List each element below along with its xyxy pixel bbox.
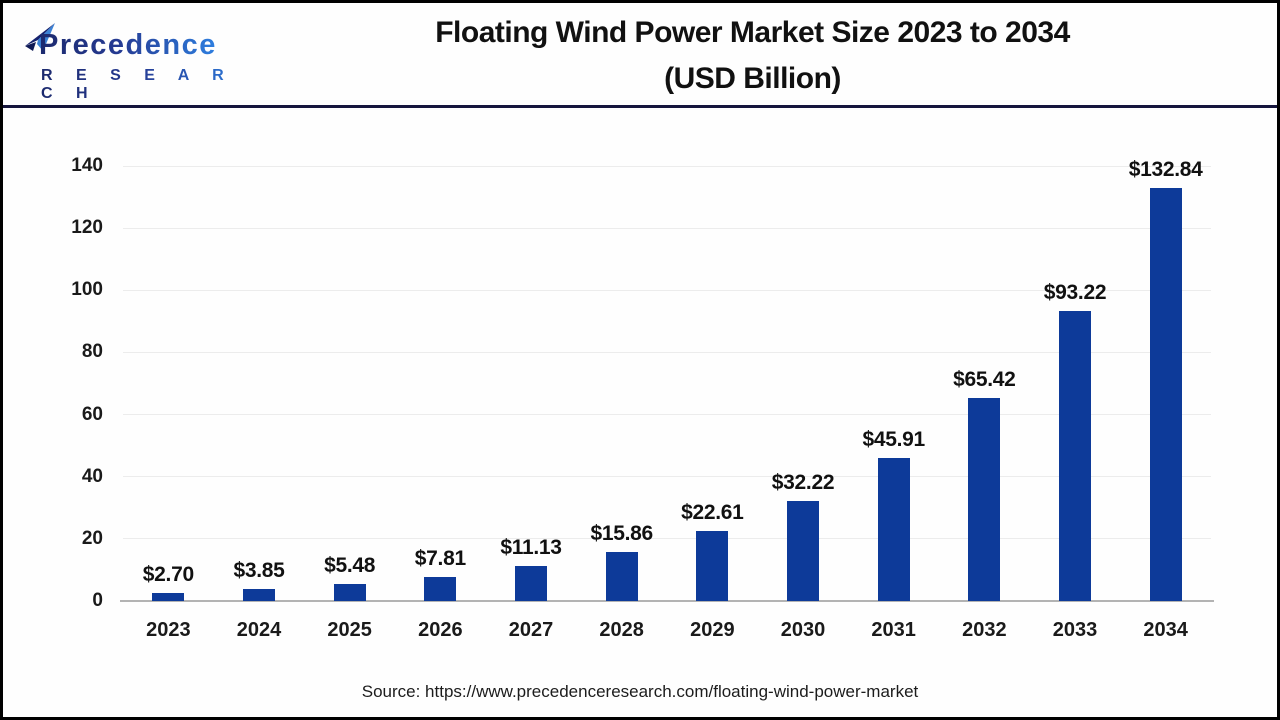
source-attribution: Source: https://www.precedenceresearch.c…: [361, 682, 919, 701]
bar-2025: [333, 583, 366, 601]
value-label-2032: $65.42: [953, 367, 1016, 391]
x-axis-label-2024: 2024: [236, 619, 282, 641]
value-label-2028: $15.86: [590, 521, 653, 545]
logo-wordmark: Precedence: [39, 29, 217, 61]
x-axis-label-2028: 2028: [599, 619, 644, 641]
y-axis-tick-label: 60: [81, 403, 103, 425]
y-gridline: [123, 227, 1211, 229]
bar-2028: [605, 551, 638, 601]
y-axis-tick-label: 120: [71, 217, 103, 239]
x-axis-label-2031: 2031: [871, 619, 916, 641]
y-axis-tick-label: 100: [71, 279, 103, 301]
chart-title-line1: Floating Wind Power Market Size 2023 to …: [435, 16, 1070, 49]
bar-2030: [787, 500, 819, 601]
y-axis-tick-label: 40: [81, 465, 103, 487]
value-label-2024: $3.85: [233, 559, 285, 583]
bar-chart: 0 20 40 60 80 100 120 140 $2.70 2023 $3.85 2024 $5.4…: [3, 3, 1277, 717]
x-axis-label-2032: 2032: [962, 619, 1007, 641]
value-label-2027: $11.13: [500, 536, 562, 560]
y-gridline: [123, 351, 1211, 353]
chart-title-line2: (USD Billion): [664, 62, 841, 95]
y-gridline: [123, 538, 1211, 540]
x-axis-line: [120, 600, 1214, 602]
x-axis-label-2034: 2034: [1143, 619, 1188, 641]
header: Precedence R E S E A R C H Floating Wind…: [3, 3, 1277, 108]
bar-2027: [515, 566, 547, 601]
chart-title: Floating Wind Power Market Size 2023 to …: [253, 10, 1252, 102]
y-gridline: [123, 476, 1211, 478]
value-label-2031: $45.91: [862, 428, 925, 452]
bar-2033: [1059, 311, 1091, 601]
logo-subtitle: R E S E A R C H: [41, 67, 253, 103]
paper-plane-icon: [25, 23, 55, 51]
y-gridline: [123, 414, 1211, 416]
y-gridline: [123, 289, 1211, 291]
x-axis-label-2026: 2026: [418, 619, 463, 641]
value-label-2030: $32.22: [771, 470, 835, 494]
value-label-2025: $5.48: [324, 553, 376, 577]
y-axis-tick-label: 20: [81, 527, 103, 549]
x-axis-label-2025: 2025: [327, 619, 372, 641]
x-axis-label-2030: 2030: [780, 619, 826, 641]
value-label-2034: $132.84: [1128, 158, 1203, 182]
y-gridline: [123, 165, 1211, 167]
x-axis-label-2033: 2033: [1052, 619, 1098, 641]
x-axis-label-2029: 2029: [690, 619, 735, 641]
y-axis-tick-label: 0: [92, 590, 103, 611]
bar-2026: [424, 576, 457, 601]
value-label-2029: $22.61: [681, 500, 744, 524]
value-label-2026: $7.81: [414, 546, 466, 570]
bar-2031: [877, 458, 910, 601]
bar-2023: [152, 592, 185, 601]
bar-2029: [696, 530, 729, 601]
value-label-2033: $93.22: [1043, 281, 1107, 305]
precedence-research-logo: Precedence R E S E A R C H: [23, 15, 253, 102]
x-axis-label-2023: 2023: [146, 619, 191, 641]
bar-2032: [968, 397, 1001, 601]
bar-2024: [243, 589, 275, 601]
y-axis-tick-label: 80: [81, 341, 103, 363]
y-axis-tick-label: 140: [71, 155, 103, 176]
value-label-2023: $2.70: [142, 562, 194, 586]
x-axis-label-2027: 2027: [508, 619, 554, 641]
bar-2034: [1149, 188, 1182, 601]
